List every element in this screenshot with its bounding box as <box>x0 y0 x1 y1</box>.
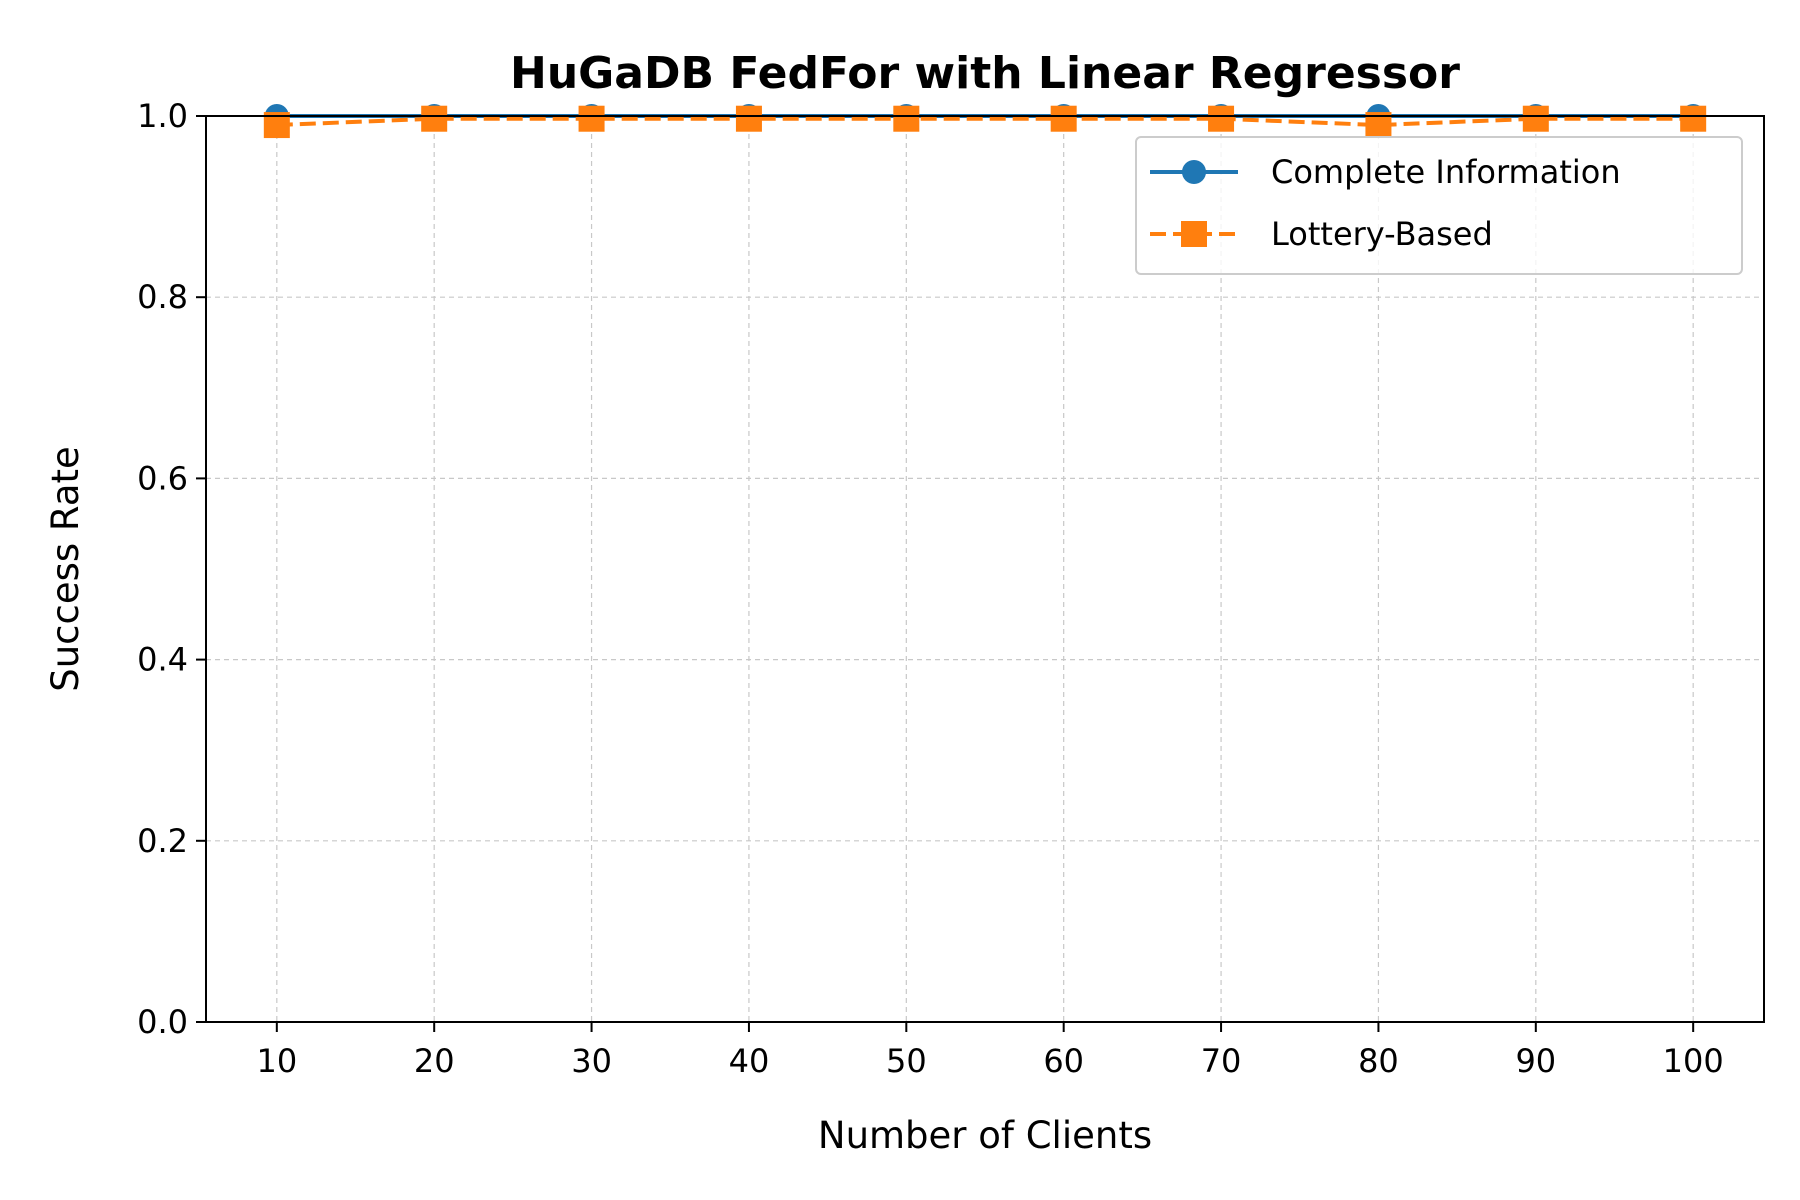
x-axis-label: Number of Clients <box>818 1114 1152 1157</box>
x-tick-label: 10 <box>256 1042 297 1080</box>
x-tick-label: 60 <box>1043 1042 1084 1080</box>
legend-box <box>1135 136 1743 275</box>
y-axis-label: Success Rate <box>44 446 87 692</box>
data-point <box>893 105 920 132</box>
ticks: 10 20 30 40 50 60 70 80 90 100 0.0 0.2 0.4 0.6 0.8 1.0 <box>137 97 1724 1080</box>
legend: Complete Information Lottery-Based <box>1135 136 1743 275</box>
data-point <box>735 105 762 132</box>
x-tick-label: 90 <box>1515 1042 1556 1080</box>
data-point <box>578 105 605 132</box>
x-tick-label: 80 <box>1358 1042 1399 1080</box>
x-tick-label: 100 <box>1663 1042 1724 1080</box>
legend-marker <box>1181 221 1207 247</box>
chart-title: HuGaDB FedFor with Linear Regressor <box>510 48 1460 99</box>
series-line <box>276 116 1694 128</box>
y-tick-label: 0.0 <box>137 1003 188 1041</box>
x-tick-label: 40 <box>729 1042 770 1080</box>
y-tick-label: 0.2 <box>137 822 188 860</box>
legend-label: Complete Information <box>1271 153 1621 191</box>
data-point <box>1680 105 1707 132</box>
data-point <box>421 105 448 132</box>
data-point <box>1522 105 1549 132</box>
plot-frame <box>205 115 1765 1023</box>
legend-label: Lottery-Based <box>1271 215 1493 253</box>
y-tick-label: 0.6 <box>137 459 188 497</box>
y-tick-label: 1.0 <box>137 97 188 135</box>
y-tick-label: 0.8 <box>137 278 188 316</box>
data-point <box>1208 105 1235 132</box>
x-tick-label: 20 <box>414 1042 455 1080</box>
x-tick-label: 70 <box>1201 1042 1242 1080</box>
data-point <box>1050 105 1077 132</box>
legend-marker <box>1182 160 1206 184</box>
x-tick-label: 50 <box>886 1042 927 1080</box>
y-tick-label: 0.4 <box>137 641 188 679</box>
x-tick-label: 30 <box>571 1042 612 1080</box>
